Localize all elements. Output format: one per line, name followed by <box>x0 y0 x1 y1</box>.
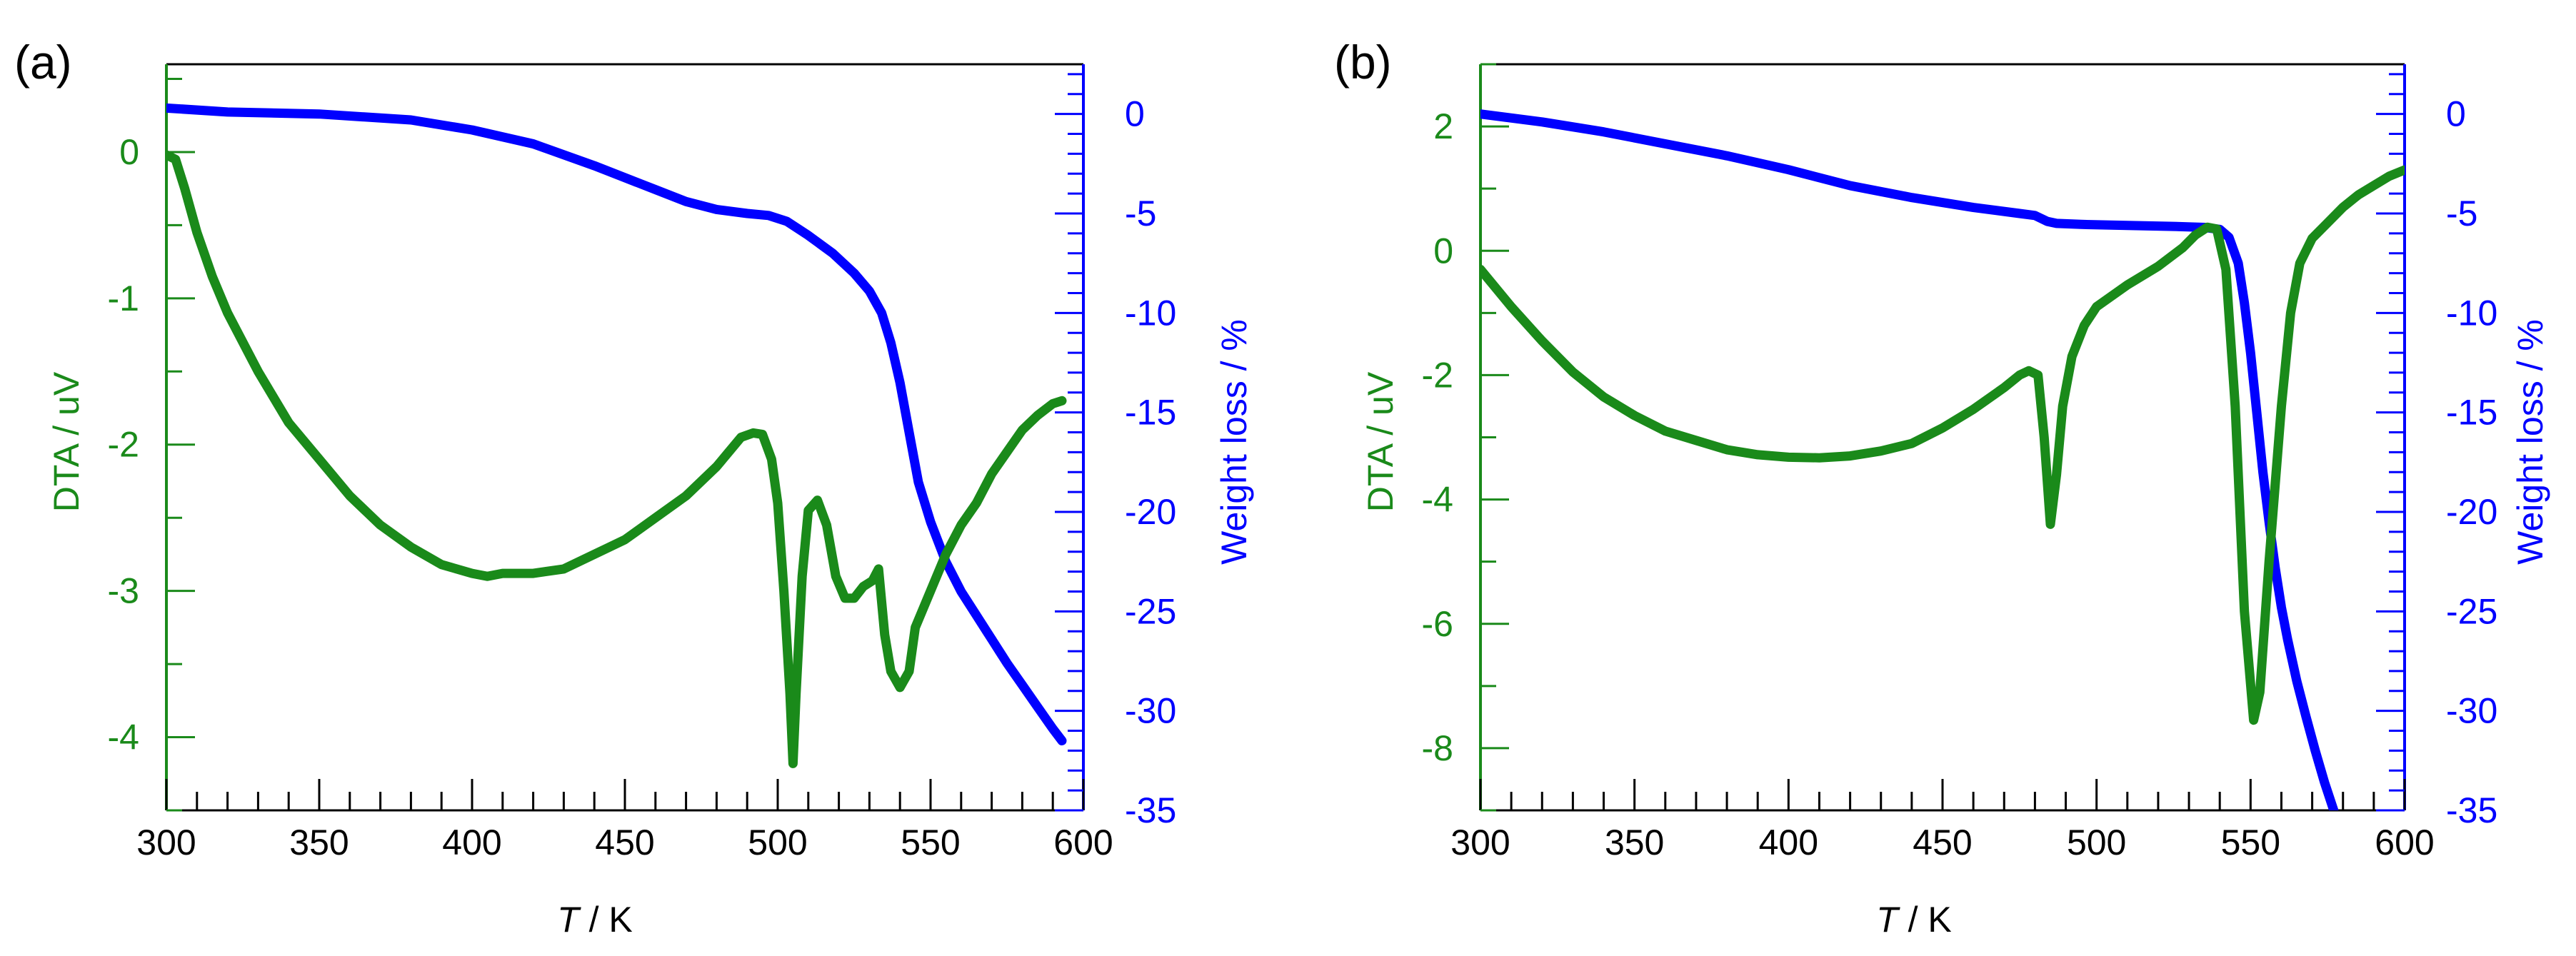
y-left-tick-label: -6 <box>1422 604 1453 644</box>
y-right-tick-label: -15 <box>1125 393 1176 433</box>
y-right-tick-label: -15 <box>2446 393 2497 433</box>
axes: 300 350 400 450 500 550 600 2 0 -2 -4 -6 -8 0 -5 -10 -15… <box>1422 63 2497 862</box>
x-tick-label: 550 <box>2221 822 2280 862</box>
y-left-tick-label: -2 <box>108 425 139 465</box>
y-right-tick-label: -10 <box>2446 293 2497 333</box>
y-left-tick-label: -4 <box>108 718 139 758</box>
dta-series-line <box>166 150 1067 768</box>
y-axis-label-left: DTA / uV <box>1360 371 1400 512</box>
y-right-tick-label: -25 <box>1125 591 1176 631</box>
plot-area <box>166 103 1067 768</box>
y-left-tick-label: 0 <box>1433 231 1453 271</box>
x-tick-label: 450 <box>1913 822 1972 862</box>
y-left-tick-label: -8 <box>1422 728 1453 768</box>
x-axis-variable: T <box>557 900 581 940</box>
y-axis-label-left: DTA / uV <box>46 371 86 512</box>
dta-series-line <box>1480 165 2405 725</box>
y-right-tick-label: 0 <box>1125 94 1145 134</box>
x-tick-label: 450 <box>595 822 654 862</box>
x-axis-unit: / K <box>579 900 633 940</box>
x-tick-label: 600 <box>2375 822 2434 862</box>
y-right-tick-label: -35 <box>2446 790 2497 830</box>
x-tick-label: 350 <box>1605 822 1664 862</box>
y-left-tick-label: -1 <box>108 278 139 318</box>
x-tick-label: 600 <box>1053 822 1113 862</box>
x-tick-label: 400 <box>1759 822 1818 862</box>
y-axis-label-right: Weight loss / % <box>1214 319 1254 565</box>
panel-label: (a) <box>14 36 72 89</box>
y-left-tick-label: -4 <box>1422 480 1453 520</box>
panel-b: (b) DTA / uV Weight loss / % T / K 300 35… <box>1334 36 2550 940</box>
x-axis-variable: T <box>1876 900 1900 940</box>
y-right-tick-label: -30 <box>1125 691 1176 731</box>
x-tick-label: 500 <box>748 822 807 862</box>
x-tick-label: 300 <box>136 822 196 862</box>
y-right-tick-label: -20 <box>2446 492 2497 532</box>
y-left-tick-label: -2 <box>1422 355 1453 395</box>
x-tick-label: 500 <box>2067 822 2126 862</box>
y-right-tick-label: 0 <box>2446 94 2466 134</box>
y-left-tick-label: -3 <box>108 571 139 611</box>
y-axis-label-right: Weight loss / % <box>2510 319 2550 565</box>
plot-area <box>1480 109 2405 810</box>
x-tick-label: 550 <box>901 822 960 862</box>
y-right-tick-label: -5 <box>2446 193 2477 233</box>
y-left-tick-label: 0 <box>119 132 139 172</box>
weight-loss-series-line <box>166 103 1067 745</box>
panel-label: (b) <box>1334 36 1392 89</box>
panel-a: (a) DTA / uV Weight loss / % T / K 300 35… <box>14 36 1254 940</box>
x-axis-unit: / K <box>1898 900 1952 940</box>
y-right-tick-label: -35 <box>1125 790 1176 830</box>
weight-loss-series-line <box>1480 109 2339 810</box>
axes: 300 350 400 450 500 550 600 0 -1 -2 -3 -4 0 -5 -10 -15 -… <box>108 63 1176 862</box>
y-right-tick-label: -5 <box>1125 193 1156 233</box>
x-tick-label: 300 <box>1450 822 1510 862</box>
x-axis-label: T / K <box>557 900 633 940</box>
x-axis-label: T / K <box>1876 900 1952 940</box>
y-right-tick-label: -25 <box>2446 591 2497 631</box>
y-right-tick-label: -20 <box>1125 492 1176 532</box>
x-tick-label: 400 <box>442 822 501 862</box>
x-tick-label: 350 <box>289 822 349 862</box>
y-right-tick-label: -30 <box>2446 691 2497 731</box>
y-left-tick-label: 2 <box>1433 106 1453 146</box>
y-right-tick-label: -10 <box>1125 293 1176 333</box>
